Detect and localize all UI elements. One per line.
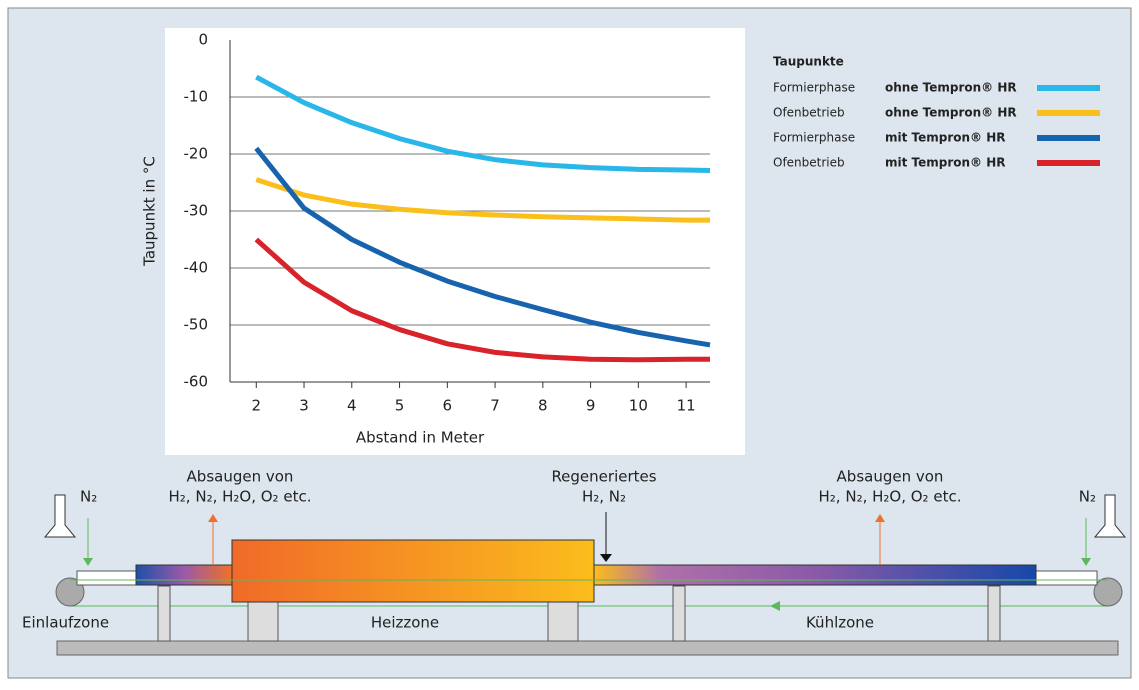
- y-tick-label: -60: [184, 373, 209, 391]
- y-tick-label: -10: [184, 88, 209, 106]
- label: N₂: [1079, 488, 1096, 506]
- x-tick-label: 10: [629, 397, 648, 415]
- x-tick-label: 9: [586, 397, 596, 415]
- heating-zone: [232, 540, 594, 602]
- zone-label: Kühlzone: [806, 614, 874, 632]
- zone-label: Einlaufzone: [22, 614, 109, 632]
- legend-variant: ohne Tempron® HR: [885, 106, 1017, 120]
- y-tick-label: -50: [184, 316, 209, 334]
- y-tick-label: -40: [184, 259, 209, 277]
- legend-label: Ofenbetrieb: [773, 156, 845, 170]
- x-axis-label: Abstand in Meter: [356, 429, 485, 447]
- legend-variant: ohne Tempron® HR: [885, 81, 1017, 95]
- x-tick-label: 5: [395, 397, 405, 415]
- legend-variant: mit Tempron® HR: [885, 156, 1006, 170]
- legend-title: Taupunkte: [773, 55, 844, 69]
- base: [57, 641, 1118, 655]
- leg: [988, 586, 1000, 641]
- label: H₂, N₂: [582, 488, 626, 506]
- label: Absaugen von: [187, 468, 294, 486]
- cooling-section: [594, 565, 1036, 585]
- label: H₂, N₂, H₂O, O₂ etc.: [169, 488, 312, 506]
- x-tick-label: 11: [677, 397, 696, 415]
- x-tick-label: 2: [251, 397, 261, 415]
- x-tick-label: 8: [538, 397, 548, 415]
- y-axis-label: Taupunkt in °C: [141, 156, 159, 267]
- figure: Taupunkt in °C Abstand in Meter Taupunkt…: [0, 0, 1139, 686]
- y-tick-label: -20: [184, 145, 209, 163]
- label: H₂, N₂, H₂O, O₂ etc.: [819, 488, 962, 506]
- leg: [158, 586, 170, 641]
- x-tick-label: 6: [443, 397, 453, 415]
- x-tick-label: 7: [490, 397, 500, 415]
- x-tick-label: 4: [347, 397, 357, 415]
- legend-label: Formierphase: [773, 131, 855, 145]
- chart-panel: [165, 28, 745, 455]
- page: Taupunkt in °C Abstand in Meter Taupunkt…: [0, 0, 1139, 690]
- label: N₂: [80, 488, 97, 506]
- leg: [548, 600, 578, 641]
- zone-label: Heizzone: [371, 614, 439, 632]
- label: Regeneriertes: [551, 468, 656, 486]
- legend-label: Formierphase: [773, 81, 855, 95]
- leg: [673, 586, 685, 641]
- x-tick-label: 3: [299, 397, 309, 415]
- legend-label: Ofenbetrieb: [773, 106, 845, 120]
- inlet-section: [136, 565, 232, 585]
- label: Absaugen von: [837, 468, 944, 486]
- legend-variant: mit Tempron® HR: [885, 131, 1006, 145]
- leg: [248, 600, 278, 641]
- y-tick-label: 0: [198, 31, 208, 49]
- y-tick-label: -30: [184, 202, 209, 220]
- roller: [1094, 578, 1122, 606]
